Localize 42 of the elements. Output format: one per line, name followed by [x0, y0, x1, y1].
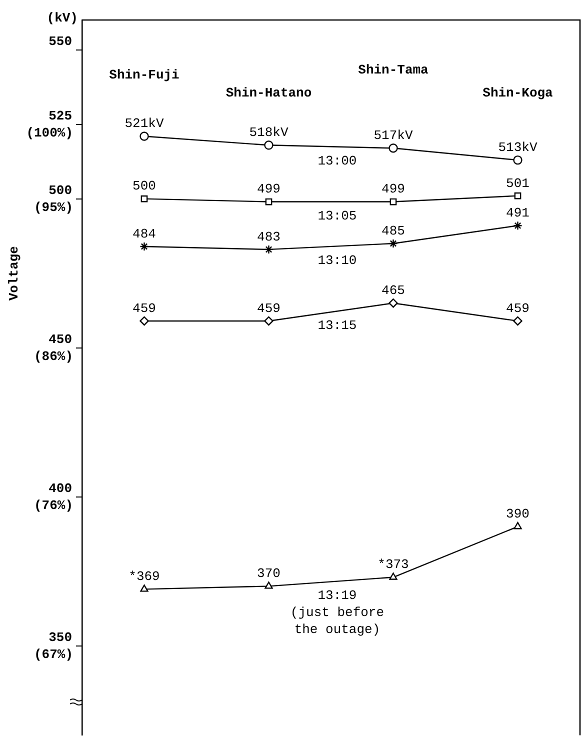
data-label: 518kV [249, 125, 288, 140]
data-label: 499 [257, 182, 280, 197]
y-tick-label: (100%) [26, 126, 73, 141]
series-label: 13:15 [318, 318, 357, 334]
y-tick-label: (67%) [34, 647, 73, 662]
y2-tick-label: 400 [48, 481, 72, 496]
series-label: 13:19 (just before the outage) [290, 588, 384, 638]
data-label: 500 [132, 178, 156, 194]
data-label: 459 [257, 300, 280, 316]
data-label: *369 [128, 569, 160, 584]
y-tick-label: (95%) [34, 200, 73, 216]
y2-tick-label: 450 [48, 332, 72, 348]
x-tick-label: Shin-Tama [358, 62, 429, 78]
y-tick-label: (86%) [34, 349, 73, 364]
text: (kV) [46, 10, 78, 26]
data-label: 513kV [498, 140, 538, 155]
data-label: 390 [506, 506, 530, 522]
x-tick-label: Shin-Koga [482, 85, 554, 100]
x-tick-label: Shin-Fuji [109, 67, 180, 82]
data-label: 521kV [124, 116, 164, 132]
series-label: 13:00 [318, 154, 357, 169]
series-label: 13:10 [318, 253, 357, 268]
y-axis-title: Voltage [6, 246, 22, 301]
y-tick-label: (76%) [34, 498, 73, 514]
data-label: 483 [257, 229, 280, 244]
data-label: *373 [378, 557, 409, 572]
series-label: 13:05 [318, 208, 357, 224]
y2-tick-label: 525 [48, 108, 72, 124]
data-label: 459 [132, 300, 156, 316]
y2-tick-label: 550 [48, 34, 72, 50]
data-label: 484 [132, 226, 156, 242]
data-label: 499 [382, 182, 405, 197]
y2-tick-label: 500 [48, 183, 72, 198]
data-label: 517kV [374, 128, 413, 144]
data-label: 485 [382, 223, 405, 238]
data-label: 370 [257, 566, 280, 582]
y2-tick-label: 350 [48, 630, 72, 646]
data-label: 459 [506, 300, 530, 316]
data-label: 501 [506, 176, 530, 191]
data-label: 491 [506, 206, 530, 221]
data-label: 465 [382, 283, 405, 298]
x-tick-label: Shin-Hatano [226, 85, 312, 100]
